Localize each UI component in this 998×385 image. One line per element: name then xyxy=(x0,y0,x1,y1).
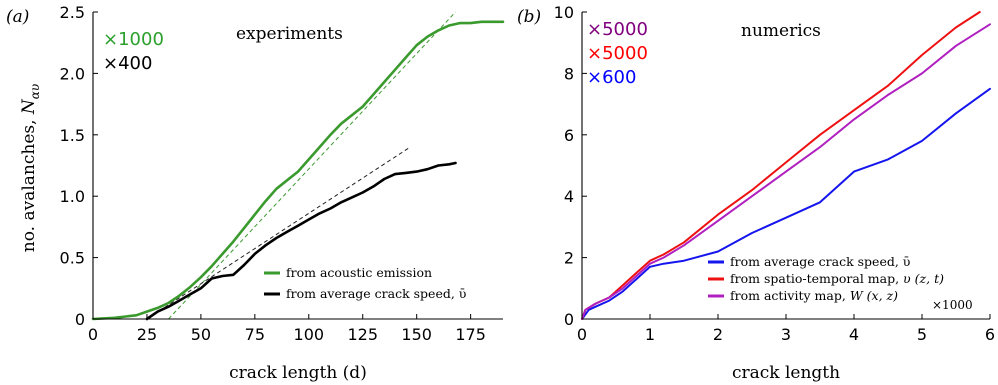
y-tick-label: 1.5 xyxy=(60,126,85,145)
fit-line-1 xyxy=(168,11,456,320)
panel-a: (a) no. avalanches, Nαυ crack length (d)… xyxy=(6,3,505,383)
series-line-from-acoustic-emission xyxy=(91,20,505,321)
series-line-from-average-crack-speed xyxy=(145,161,457,321)
y-tick-label: 1.0 xyxy=(60,187,85,206)
fit-line-2 xyxy=(146,146,411,320)
panel-a-x-ticks: 0 25 50 75 100 125 150 175 xyxy=(88,314,486,344)
legend-label-spatio-temporal-map: from spatio-temporal map, υ (z, t) xyxy=(730,271,944,286)
x-tick-label: 0 xyxy=(88,325,98,344)
y-tick-label: 10 xyxy=(554,3,574,22)
x-tick-label: 4 xyxy=(849,325,859,344)
series-line-from-average-crack-speed xyxy=(581,87,991,320)
multiplier-label: ×400 xyxy=(103,53,152,74)
panel-b-multipliers: ×5000 ×5000 ×600 xyxy=(587,19,648,88)
y-tick-label: 2.5 xyxy=(60,3,85,22)
multiplier-label: ×1000 xyxy=(103,29,164,50)
panel-a-title: experiments xyxy=(236,24,343,44)
legend-label-activity-map: from activity map, W (x, z) xyxy=(730,288,898,303)
x-tick-label: 175 xyxy=(455,325,486,344)
x-tick-label: 3 xyxy=(781,325,791,344)
multiplier-label: ×600 xyxy=(587,67,636,88)
y-tick-label: 0 xyxy=(75,310,85,329)
x-tick-label: 0 xyxy=(577,325,587,344)
x-tick-label: 25 xyxy=(137,325,157,344)
panel-b-series xyxy=(581,11,991,320)
panel-a-legend: from acoustic emission from average crac… xyxy=(264,265,466,301)
panel-b-y-ticks: 0 2 4 6 8 10 xyxy=(554,3,587,329)
panel-b-x-ticks: 0 1 2 3 4 5 6 xyxy=(577,314,995,344)
panel-b-x-axis-title: crack length xyxy=(732,363,840,383)
y-tick-label: 8 xyxy=(564,64,574,83)
panel-a-label: (a) xyxy=(6,7,29,27)
x-tick-label: 50 xyxy=(191,325,211,344)
panel-a-multipliers: ×1000 ×400 xyxy=(103,29,164,74)
multiplier-label: ×5000 xyxy=(587,43,648,64)
x-tick-label: 150 xyxy=(401,325,432,344)
panel-b-scale-note: ×1000 xyxy=(932,298,973,312)
y-tick-label: 4 xyxy=(564,187,574,206)
x-tick-label: 100 xyxy=(294,325,325,344)
panel-a-fit-lines xyxy=(146,11,456,320)
x-tick-label: 6 xyxy=(985,325,995,344)
legend-label-acoustic-emission: from acoustic emission xyxy=(286,265,432,280)
series-line-from-activity-map-w xyxy=(581,23,991,320)
x-tick-label: 1 xyxy=(645,325,655,344)
panel-b-title: numerics xyxy=(741,21,821,41)
x-tick-label: 75 xyxy=(245,325,265,344)
panel-a-y-ticks: 0 0.5 1.0 1.5 2.0 2.5 xyxy=(60,3,98,329)
y-tick-label: 2 xyxy=(564,249,574,268)
y-tick-label: 2.0 xyxy=(60,64,85,83)
multiplier-label: ×5000 xyxy=(587,19,648,40)
x-tick-label: 2 xyxy=(713,325,723,344)
panel-b-label: (b) xyxy=(517,7,541,27)
panel-a-y-axis-title: no. avalanches, Nαυ xyxy=(19,84,42,252)
y-tick-label: 0 xyxy=(564,310,574,329)
panel-a-x-axis-title: crack length (d) xyxy=(229,363,367,383)
panel-b-legend: from average crack speed, ῡ from spatio-… xyxy=(708,254,973,312)
panel-b: (b) crack length 0 1 2 3 4 5 6 0 2 4 6 8 10 numeric… xyxy=(517,3,995,383)
legend-label-average-crack-speed-b: from average crack speed, ῡ xyxy=(730,254,910,269)
y-tick-label: 0.5 xyxy=(60,249,85,268)
y-tick-label: 6 xyxy=(564,126,574,145)
legend-label-average-crack-speed: from average crack speed, ῡ xyxy=(286,286,466,301)
x-tick-label: 5 xyxy=(917,325,927,344)
x-tick-label: 125 xyxy=(347,325,378,344)
panel-a-series xyxy=(91,20,505,321)
